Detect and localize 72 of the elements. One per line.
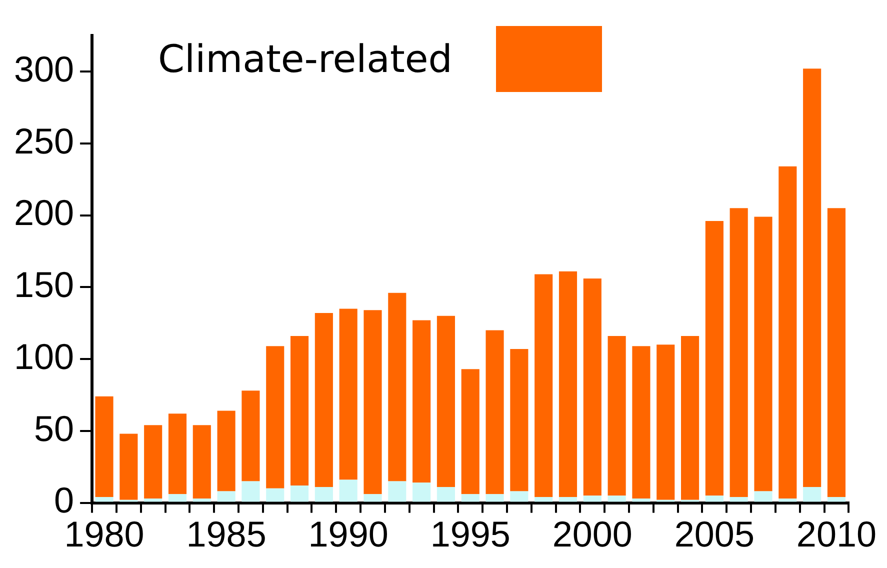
bar (266, 488, 284, 502)
bar (778, 166, 797, 498)
bar (608, 496, 626, 502)
bar (364, 310, 382, 494)
y-tick-label: 50 (34, 408, 74, 449)
y-tick-label: 100 (14, 336, 74, 377)
bar (120, 434, 138, 500)
bar (266, 346, 284, 488)
bar (558, 497, 578, 502)
y-tick-label: 200 (14, 192, 74, 234)
bar (705, 221, 724, 496)
bar (412, 320, 431, 483)
bar (827, 208, 846, 498)
bar (95, 497, 114, 502)
bar (632, 346, 650, 498)
bar (730, 208, 748, 498)
bar (656, 344, 675, 500)
bar (144, 425, 162, 498)
bar (339, 308, 358, 480)
bar (510, 491, 528, 502)
bar (339, 480, 358, 502)
bar (242, 390, 260, 482)
bar (461, 494, 480, 502)
bar (95, 396, 114, 498)
bar (730, 497, 748, 502)
bar (192, 425, 211, 498)
bar (436, 486, 455, 502)
bar (388, 481, 406, 502)
bar (803, 486, 822, 502)
bar (558, 271, 578, 498)
bar (754, 216, 772, 492)
bar (705, 496, 724, 502)
bar (412, 482, 431, 502)
bar (583, 278, 602, 496)
bar (168, 414, 187, 494)
bar (388, 292, 406, 482)
bar (632, 498, 650, 502)
x-tick-label: 2010 (796, 513, 877, 554)
bar (144, 498, 162, 502)
x-tick-label: 1990 (308, 513, 388, 554)
y-tick-label: 150 (14, 264, 74, 306)
bar (778, 498, 797, 502)
bar (461, 369, 480, 494)
bar (803, 68, 822, 487)
bar (436, 316, 455, 487)
bar (168, 494, 187, 502)
bar (486, 494, 504, 502)
bar (754, 491, 772, 502)
bar (290, 336, 309, 486)
bar (314, 313, 333, 487)
y-tick-label: 250 (14, 120, 74, 162)
bar (681, 336, 700, 500)
bar (534, 274, 553, 498)
x-tick-label: 1995 (430, 513, 510, 554)
bar (242, 481, 260, 502)
bar (534, 497, 553, 502)
bar (583, 496, 602, 502)
bar (486, 330, 504, 494)
bar (290, 486, 309, 502)
y-tick-label: 300 (14, 48, 74, 90)
legend-label: Climate-related (158, 37, 452, 81)
bar (608, 336, 626, 496)
x-tick-label: 2005 (674, 513, 754, 554)
bar (192, 498, 211, 502)
bar (217, 410, 236, 492)
x-tick-label: 2000 (552, 513, 632, 554)
bar (510, 348, 528, 492)
bar (217, 491, 236, 502)
bar (364, 494, 382, 502)
bar (827, 497, 846, 502)
x-tick-label: 1985 (186, 513, 266, 554)
bar (314, 486, 333, 502)
